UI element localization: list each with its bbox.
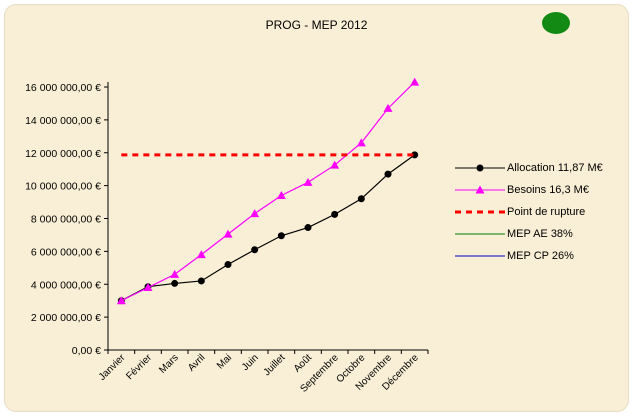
- x-tick-label: Mars: [157, 352, 181, 376]
- x-tick-label: Janvier: [97, 352, 128, 383]
- legend: Allocation 11,87 M€ Besoins 16,3 M€ Point …: [455, 157, 603, 267]
- x-tick-label: Mai: [215, 352, 234, 371]
- data-point: [276, 190, 286, 199]
- legend-swatch: [455, 185, 505, 194]
- data-point: [277, 232, 285, 240]
- legend-label: MEP CP 26%: [507, 250, 574, 262]
- series-line-0: [121, 154, 416, 302]
- data-point: [224, 261, 232, 269]
- series-line-1: [121, 81, 416, 302]
- y-tick-label: 6 000 000,00 €: [31, 246, 101, 258]
- legend-label: Besoins 16,3 M€: [507, 184, 589, 196]
- chart-title: PROG - MEP 2012: [265, 18, 368, 32]
- y-tick-label: 8 000 000,00 €: [31, 214, 101, 226]
- data-point: [303, 177, 313, 186]
- data-point: [330, 160, 340, 169]
- data-point: [410, 77, 420, 86]
- data-point: [143, 283, 153, 292]
- legend-label: MEP AE 38%: [507, 228, 573, 240]
- data-point: [171, 279, 179, 287]
- legend-item: Besoins 16,3 M€: [455, 179, 603, 201]
- x-tick-label: Février: [124, 352, 154, 382]
- y-tick-label: 0,00 €: [72, 345, 101, 357]
- y-tick-label: 14 000 000,00 €: [25, 115, 101, 127]
- legend-item: MEP CP 26%: [455, 245, 603, 267]
- legend-item: Point de rupture: [455, 201, 603, 223]
- data-point: [357, 195, 365, 203]
- y-tick-label: 2 000 000,00 €: [31, 312, 101, 324]
- y-tick-label: 16 000 000,00 €: [25, 82, 101, 94]
- data-point: [331, 210, 339, 218]
- legend-swatch: [455, 164, 505, 172]
- legend-item: MEP AE 38%: [455, 223, 603, 245]
- x-tick-label: Août: [292, 352, 314, 374]
- legend-label: Point de rupture: [507, 206, 586, 218]
- y-tick-label: 10 000 000,00 €: [25, 181, 101, 193]
- data-point: [170, 269, 180, 278]
- y-tick-label: 4 000 000,00 €: [31, 279, 101, 291]
- legend-swatch: [455, 233, 505, 235]
- data-point: [251, 246, 259, 254]
- status-indicator: [542, 12, 570, 34]
- x-tick-label: Juillet: [262, 352, 288, 378]
- legend-swatch: [455, 210, 505, 214]
- legend-item: Allocation 11,87 M€: [455, 157, 603, 179]
- data-point: [196, 250, 206, 259]
- y-tick-label: 12 000 000,00 €: [25, 148, 101, 160]
- data-point: [384, 170, 392, 178]
- data-point: [197, 277, 205, 285]
- data-point: [116, 296, 126, 305]
- x-tick-label: Avril: [186, 352, 207, 373]
- data-point: [356, 138, 366, 147]
- data-point: [383, 103, 393, 112]
- data-point: [250, 209, 260, 218]
- legend-swatch: [455, 255, 505, 257]
- data-point: [223, 229, 233, 238]
- data-point: [304, 224, 312, 232]
- x-tick-label: Juin: [240, 352, 261, 373]
- data-point: [411, 151, 419, 159]
- legend-label: Allocation 11,87 M€: [507, 162, 603, 174]
